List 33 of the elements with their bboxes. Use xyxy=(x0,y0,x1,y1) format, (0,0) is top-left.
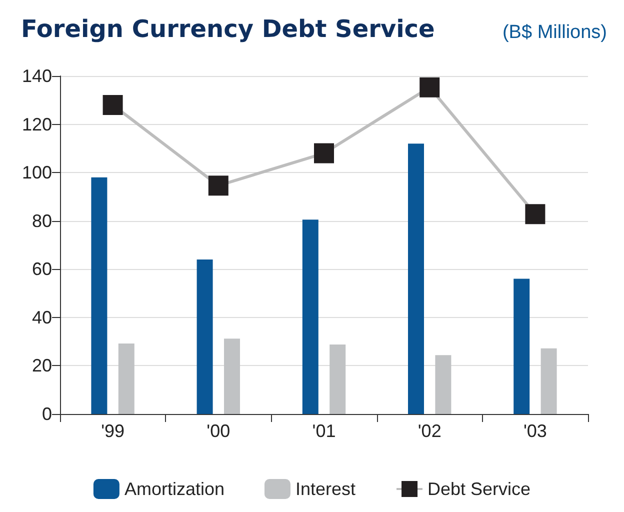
y-tick-label: 120 xyxy=(22,114,52,134)
point xyxy=(208,176,228,196)
bar xyxy=(435,355,452,414)
y-tick-label: 20 xyxy=(32,356,52,376)
legend-label: Interest xyxy=(295,479,356,499)
bar xyxy=(91,177,108,414)
bar xyxy=(196,259,213,414)
legend-label: Amortization xyxy=(124,479,224,499)
point xyxy=(314,143,334,164)
y-tick-label: 140 xyxy=(22,66,52,86)
y-tick-label: 100 xyxy=(22,162,52,183)
y-tick-label: 60 xyxy=(32,259,52,280)
point xyxy=(420,77,440,98)
bar xyxy=(540,348,557,414)
bar xyxy=(408,144,424,414)
point xyxy=(102,94,123,115)
chart-subtitle: (B$ Millions) xyxy=(502,22,608,43)
point xyxy=(525,204,546,224)
x-tick-label: '00 xyxy=(206,421,230,441)
y-tick-label: 80 xyxy=(32,210,52,231)
x-tick-label: '01 xyxy=(312,421,336,441)
legend-label: Debt Service xyxy=(428,479,531,499)
x-tick-label: '03 xyxy=(523,421,547,441)
y-tick-label: 0 xyxy=(42,404,52,424)
y-tick-label: 40 xyxy=(32,307,52,328)
chart-title: Foreign Currency Debt Service xyxy=(21,15,435,43)
x-tick-label: '02 xyxy=(418,421,442,441)
bar xyxy=(224,338,240,414)
bar xyxy=(514,278,530,414)
bar xyxy=(118,344,134,414)
bar xyxy=(302,220,318,414)
x-tick-label: '99 xyxy=(101,421,125,441)
bar xyxy=(330,344,346,414)
